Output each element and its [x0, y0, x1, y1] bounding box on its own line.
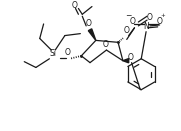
Text: O: O [130, 17, 136, 26]
Text: O: O [72, 1, 77, 10]
Text: O: O [86, 20, 92, 28]
Text: Si: Si [50, 49, 57, 58]
Text: O: O [147, 13, 153, 22]
Text: O: O [128, 53, 134, 62]
Text: O: O [103, 40, 108, 49]
Polygon shape [88, 29, 96, 40]
Text: N: N [143, 22, 149, 31]
Text: O: O [124, 26, 130, 35]
Polygon shape [123, 59, 129, 63]
Text: O: O [157, 17, 163, 26]
Text: O: O [65, 48, 71, 58]
Text: −: − [125, 11, 132, 20]
Text: +: + [160, 13, 165, 18]
